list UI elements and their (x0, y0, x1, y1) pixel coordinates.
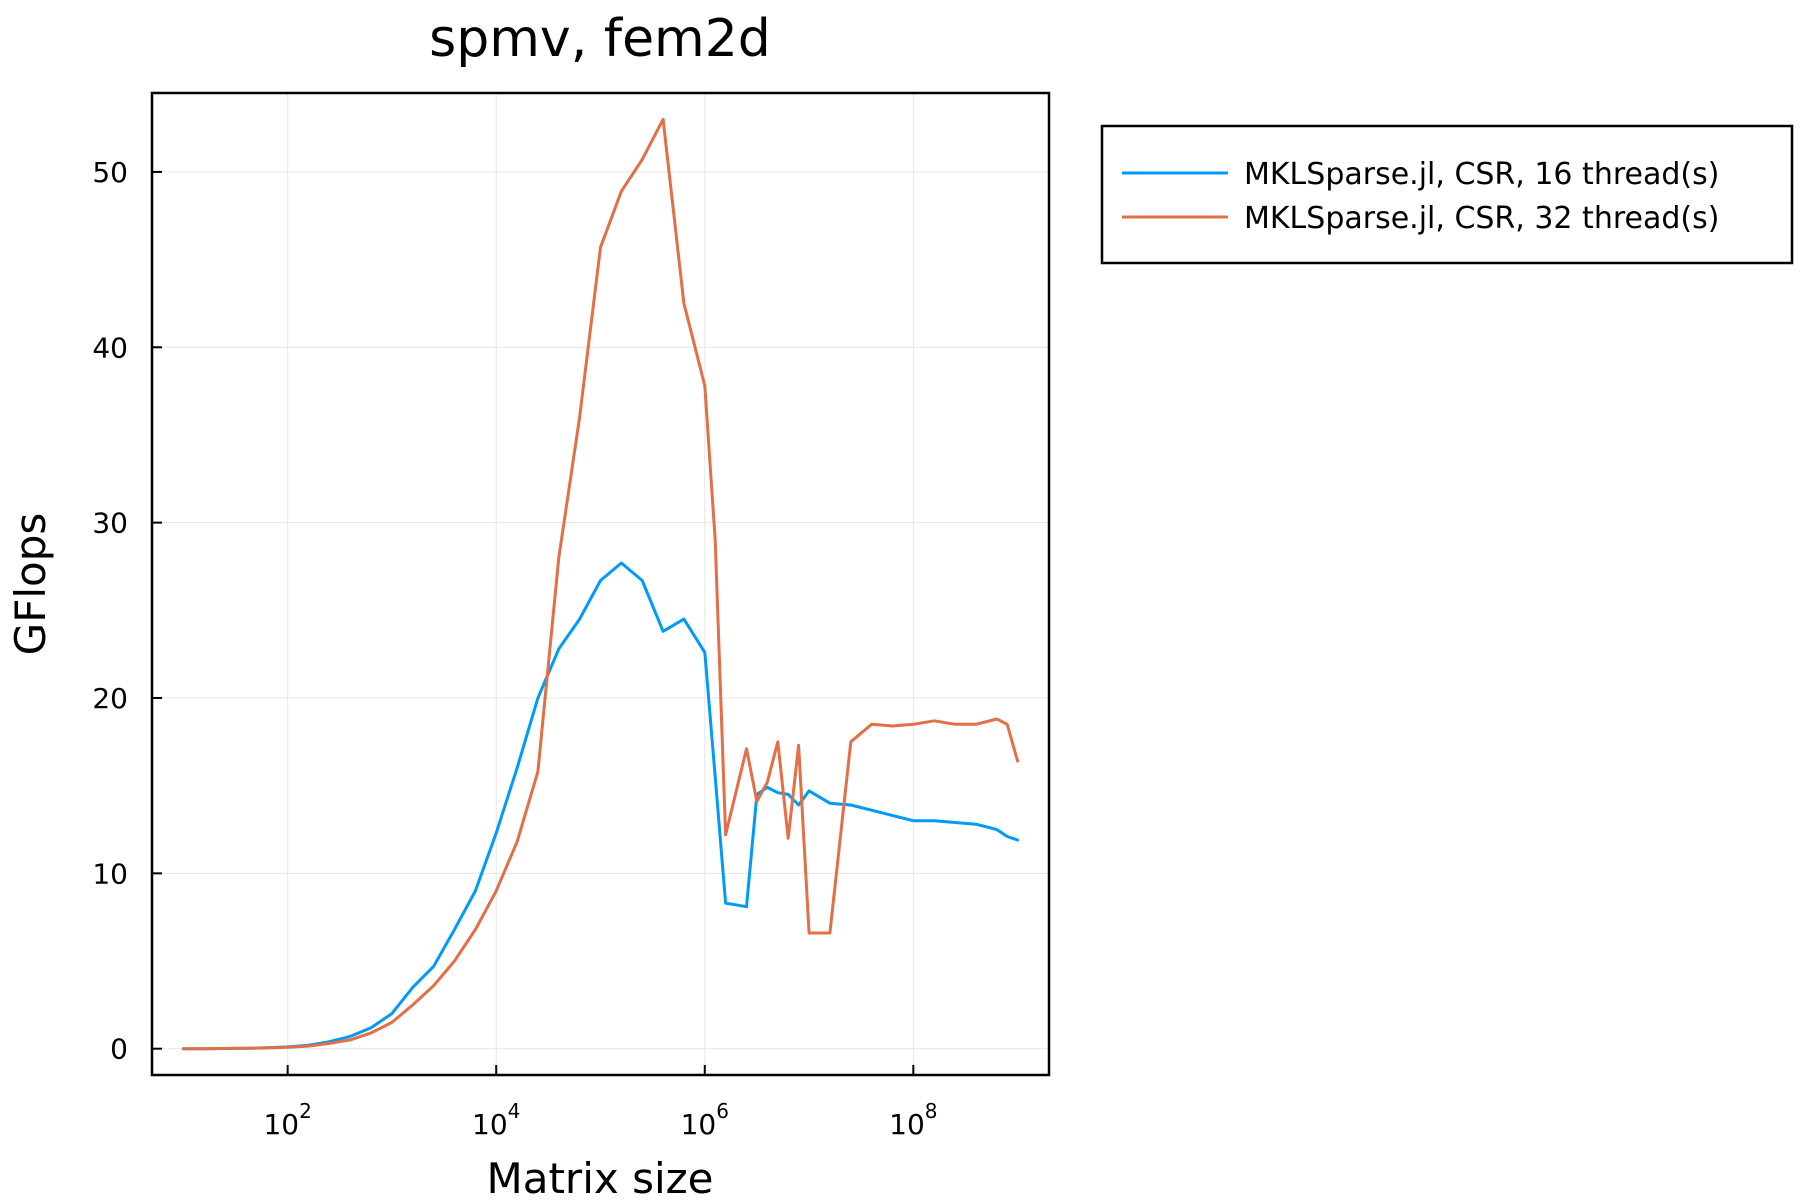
series-line-16-threads (181, 561, 1020, 1051)
y-tick-label: 20 (92, 682, 128, 715)
x-tick-label: 104 (472, 1099, 520, 1141)
x-tick-label: 108 (889, 1099, 937, 1141)
legend-label-16-threads: MKLSparse.jl, CSR, 16 thread(s) (1244, 157, 1719, 192)
grid-layer (152, 93, 1049, 1075)
y-tick-label: 10 (92, 857, 128, 890)
x-tick-label: 106 (681, 1099, 729, 1141)
x-tick-label: 102 (263, 1099, 311, 1141)
tick-layer: 0 10 20 30 40 50 102 104 106 108 (92, 156, 937, 1141)
legend: MKLSparse.jl, CSR, 16 thread(s) MKLSpars… (1100, 124, 1794, 265)
y-tick-label: 50 (92, 156, 128, 189)
chart-title: spmv, fem2d (429, 9, 771, 69)
series-line-32-threads (181, 117, 1020, 1051)
legend-label-32-threads: MKLSparse.jl, CSR, 32 thread(s) (1244, 201, 1719, 236)
y-tick-label: 30 (92, 507, 128, 540)
plot-frame (150, 91, 1051, 1077)
legend-box (1100, 124, 1794, 265)
y-axis-label: GFlops (6, 513, 55, 656)
x-axis-label: Matrix size (486, 1154, 713, 1200)
y-tick-label: 0 (110, 1033, 128, 1066)
series-layer (181, 117, 1020, 1051)
y-tick-label: 40 (92, 331, 128, 364)
